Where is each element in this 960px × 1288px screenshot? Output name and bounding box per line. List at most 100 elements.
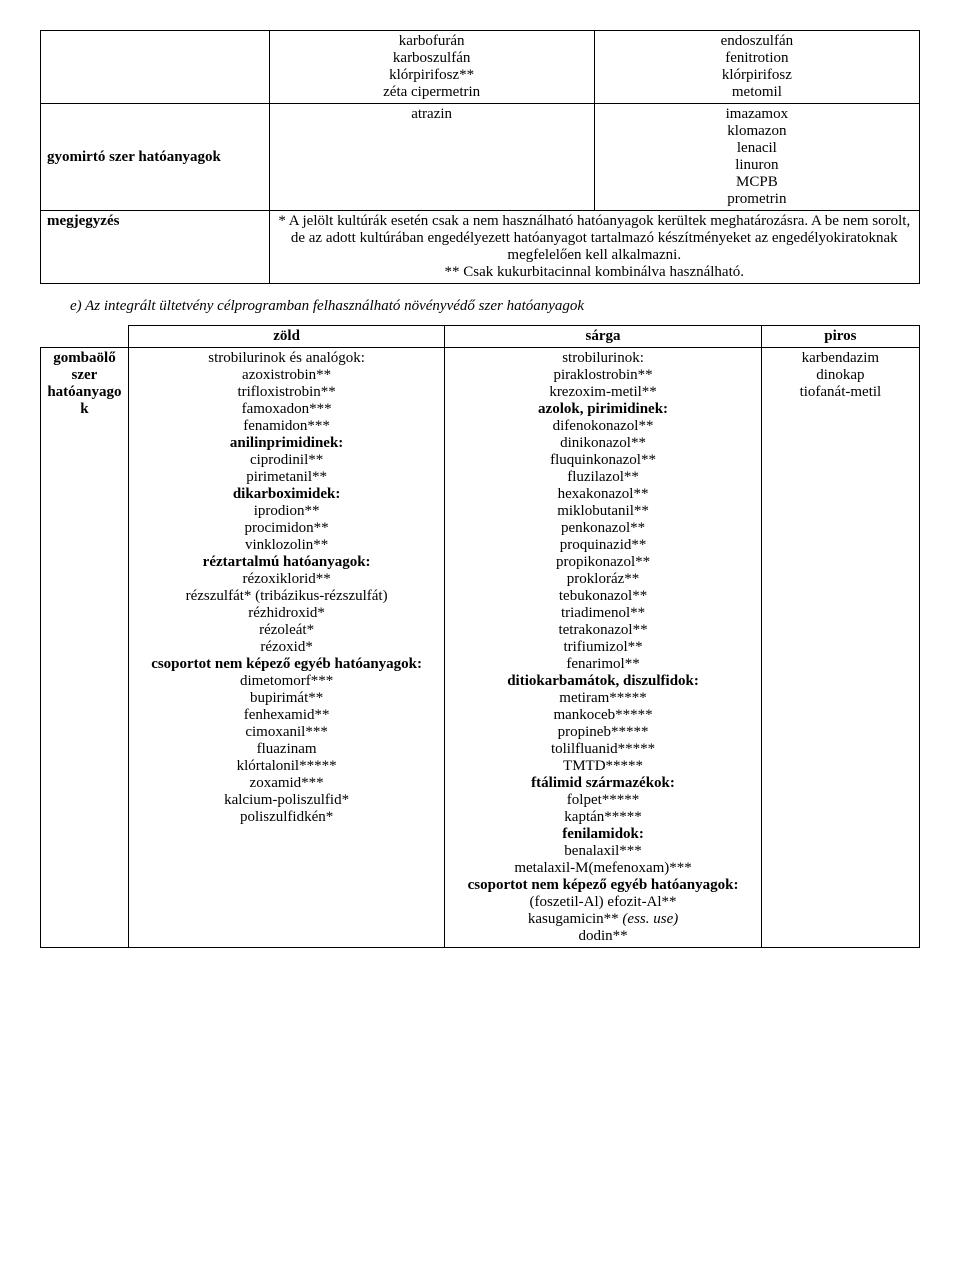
cell-line: ciprodinil**: [135, 452, 438, 469]
cell-line: iprodion**: [135, 503, 438, 520]
cell-line: lenacil: [601, 140, 913, 157]
cell-line: rézszulfát* (tribázikus-rézszulfát): [135, 588, 438, 605]
cell-line: benalaxil***: [451, 843, 754, 860]
cell-line: krezoxim-metil**: [451, 384, 754, 401]
table-row: gyomirtó szer hatóanyagok atrazin imazam…: [41, 104, 920, 211]
left-label: gombaölő szer hatóanyago k: [41, 348, 129, 948]
cell-line: fluzilazol**: [451, 469, 754, 486]
row2-mid: atrazin: [269, 104, 594, 211]
cell-line: rézoxid*: [135, 639, 438, 656]
cell-line: endoszulfán: [601, 33, 913, 50]
row2-right: imazamox klomazon lenacil linuron MCPB p…: [594, 104, 919, 211]
cell-line: dodin**: [451, 928, 754, 945]
cell-line: karboszulfán: [276, 50, 588, 67]
note-prefix: *: [278, 213, 288, 229]
cell-line: triadimenol**: [451, 605, 754, 622]
cell-line: klomazon: [601, 123, 913, 140]
header-sarga: sárga: [445, 326, 761, 348]
cell-line: tolilfluanid*****: [451, 741, 754, 758]
cell-line: prometrin: [601, 191, 913, 208]
header-row: zöld sárga piros: [41, 326, 920, 348]
cell-line: dinokap: [768, 367, 913, 384]
empty-corner: [41, 326, 129, 348]
cell-line: anilinprimidinek:: [135, 435, 438, 452]
cell-line: propineb*****: [451, 724, 754, 741]
cell-line: strobilurinok:: [451, 350, 754, 367]
cell-line: piraklostrobin**: [451, 367, 754, 384]
cell-line: difenokonazol**: [451, 418, 754, 435]
data-row: gombaölő szer hatóanyago k strobilurinok…: [41, 348, 920, 948]
header-zold: zöld: [128, 326, 444, 348]
piros-cell: karbendazimdinokaptiofanát-metil: [761, 348, 919, 948]
cell-line: zéta cipermetrin: [276, 84, 588, 101]
cell-line: ftálimid származékok:: [451, 775, 754, 792]
cell-line: kaptán*****: [451, 809, 754, 826]
header-piros: piros: [761, 326, 919, 348]
row2-left: gyomirtó szer hatóanyagok: [41, 104, 270, 211]
cell-line: fenamidon***: [135, 418, 438, 435]
cell-line: metomil: [601, 84, 913, 101]
row3-left: megjegyzés: [41, 211, 270, 284]
cell-line: bupirimát**: [135, 690, 438, 707]
cell-line: zoxamid***: [135, 775, 438, 792]
cell-line: (foszetil-Al) efozit-Al**: [451, 894, 754, 911]
table-row: karbofurán karboszulfán klórpirifosz** z…: [41, 31, 920, 104]
cell-line: mankoceb*****: [451, 707, 754, 724]
note-body2: ** Csak kukurbitacinnal kombinálva haszn…: [276, 264, 913, 281]
main-table: zöld sárga piros gombaölő szer hatóanyag…: [40, 325, 920, 948]
cell-line: klórpirifosz: [601, 67, 913, 84]
cell-line: rézoleát*: [135, 622, 438, 639]
cell-line: metiram*****: [451, 690, 754, 707]
top-table: karbofurán karboszulfán klórpirifosz** z…: [40, 30, 920, 284]
row1-right: endoszulfán fenitrotion klórpirifosz met…: [594, 31, 919, 104]
cell-line: fenarimol**: [451, 656, 754, 673]
cell-line: prokloráz**: [451, 571, 754, 588]
row1-mid: karbofurán karboszulfán klórpirifosz** z…: [269, 31, 594, 104]
cell-line: propikonazol**: [451, 554, 754, 571]
cell-line: TMTD*****: [451, 758, 754, 775]
cell-line: vinklozolin**: [135, 537, 438, 554]
cell-line: atrazin: [276, 106, 588, 123]
cell-line: tetrakonazol**: [451, 622, 754, 639]
cell-line: hexakonazol**: [451, 486, 754, 503]
cell-line: poliszulfidkén*: [135, 809, 438, 826]
cell-line: ditiokarbamátok, diszulfidok:: [451, 673, 754, 690]
cell-line: cimoxanil***: [135, 724, 438, 741]
cell-line: penkonazol**: [451, 520, 754, 537]
cell-line: fenhexamid**: [135, 707, 438, 724]
cell-line: fluazinam: [135, 741, 438, 758]
cell-line: karbendazim: [768, 350, 913, 367]
cell-line: procimidon**: [135, 520, 438, 537]
cell-line: dikarboximidek:: [135, 486, 438, 503]
note-body1: A jelölt kultúrák esetén csak a nem hasz…: [289, 213, 910, 263]
cell-line: imazamox: [601, 106, 913, 123]
cell-line: klórpirifosz**: [276, 67, 588, 84]
cell-line: rézhidroxid*: [135, 605, 438, 622]
cell-line: tebukonazol**: [451, 588, 754, 605]
zold-cell: strobilurinok és analógok:azoxistrobin**…: [128, 348, 444, 948]
table-row: megjegyzés * A jelölt kultúrák esetén cs…: [41, 211, 920, 284]
row3-note: * A jelölt kultúrák esetén csak a nem ha…: [269, 211, 919, 284]
cell-line: fluquinkonazol**: [451, 452, 754, 469]
cell-line: kalcium-poliszulfid*: [135, 792, 438, 809]
cell-line: trifloxistrobin**: [135, 384, 438, 401]
cell-line: fenilamidok:: [451, 826, 754, 843]
row1-left: [41, 31, 270, 104]
cell-line: rézoxiklorid**: [135, 571, 438, 588]
cell-line: fenitrotion: [601, 50, 913, 67]
section-title: e) Az integrált ültetvény célprogramban …: [70, 298, 920, 315]
cell-line: metalaxil-M(mefenoxam)***: [451, 860, 754, 877]
cell-line: csoportot nem képező egyéb hatóanyagok:: [135, 656, 438, 673]
cell-line: dimetomorf***: [135, 673, 438, 690]
cell-line: tiofanát-metil: [768, 384, 913, 401]
cell-line: miklobutanil**: [451, 503, 754, 520]
cell-line: azoxistrobin**: [135, 367, 438, 384]
cell-line: csoportot nem képező egyéb hatóanyagok:: [451, 877, 754, 894]
cell-line: kasugamicin** (ess. use): [451, 911, 754, 928]
cell-line: dinikonazol**: [451, 435, 754, 452]
cell-line: réztartalmú hatóanyagok:: [135, 554, 438, 571]
sarga-cell: strobilurinok:piraklostrobin**krezoxim-m…: [445, 348, 761, 948]
cell-line: linuron: [601, 157, 913, 174]
cell-line: pirimetanil**: [135, 469, 438, 486]
cell-line: trifiumizol**: [451, 639, 754, 656]
